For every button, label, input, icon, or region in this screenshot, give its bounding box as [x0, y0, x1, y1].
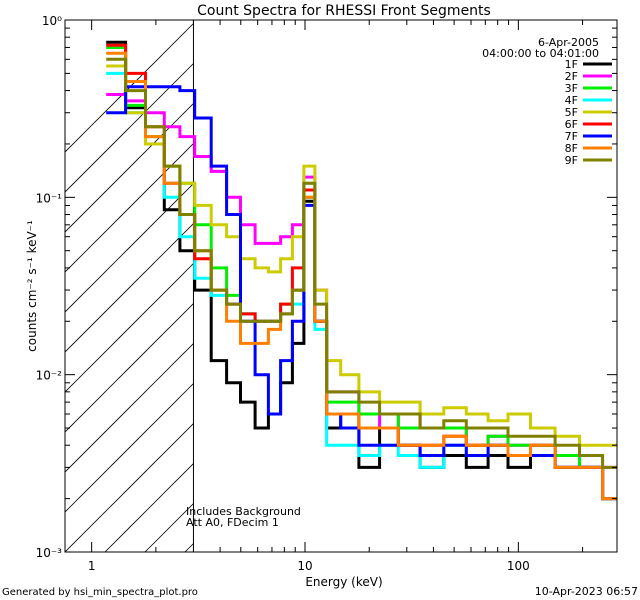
y-tick-labels: 10⁰ 10⁻¹ 10⁻² 10⁻³	[36, 14, 63, 560]
legend-label-9F: 9F	[565, 154, 578, 167]
y-tick-label: 10⁻²	[36, 369, 63, 383]
x-tick-label: 100	[507, 559, 530, 573]
y-tick-label: 10⁻³	[36, 546, 63, 560]
chart-title: Count Spectra for RHESSI Front Segments	[197, 3, 491, 19]
hatched-attenuator-region	[65, 20, 617, 552]
legend-label-3F: 3F	[565, 82, 578, 95]
legend-label-4F: 4F	[565, 94, 578, 107]
axis-ticks	[65, 20, 617, 553]
series-9F	[106, 57, 617, 469]
time-range-label: 04:00:00 to 04:01:00	[482, 47, 599, 60]
legend-label-7F: 7F	[565, 130, 578, 143]
legend-label-6F: 6F	[565, 118, 578, 131]
date-label: 6-Apr-2005	[538, 36, 599, 49]
hatch-line	[65, 20, 198, 153]
y-axis-label: counts cm⁻² s⁻¹ keV⁻¹	[25, 220, 39, 352]
annotation-attenuator: Att A0, FDecim 1	[186, 516, 279, 529]
x-tick-label: 1	[88, 559, 96, 573]
hatch-mask	[193, 20, 617, 552]
hatch-line	[65, 20, 278, 233]
annotation-background: Includes Background	[186, 505, 301, 518]
legend-label-8F: 8F	[565, 142, 578, 155]
series-layer	[106, 40, 617, 501]
hatch-line	[65, 20, 238, 193]
legend-label-1F: 1F	[565, 58, 578, 71]
legend-label-2F: 2F	[565, 70, 578, 83]
x-tick-label: 10	[297, 559, 312, 573]
footer-generated-by: Generated by hsi_min_spectra_plot.pro	[2, 587, 198, 598]
plot-frame	[64, 19, 618, 553]
footer-timestamp: 10-Apr-2023 06:57	[535, 585, 638, 598]
y-tick-label: 10⁻¹	[36, 191, 63, 205]
y-tick-label: 10⁰	[42, 14, 62, 28]
x-axis-label: Energy (keV)	[305, 575, 382, 589]
legend-label-5F: 5F	[565, 106, 578, 119]
x-tick-labels: 1 10 100	[88, 559, 530, 573]
